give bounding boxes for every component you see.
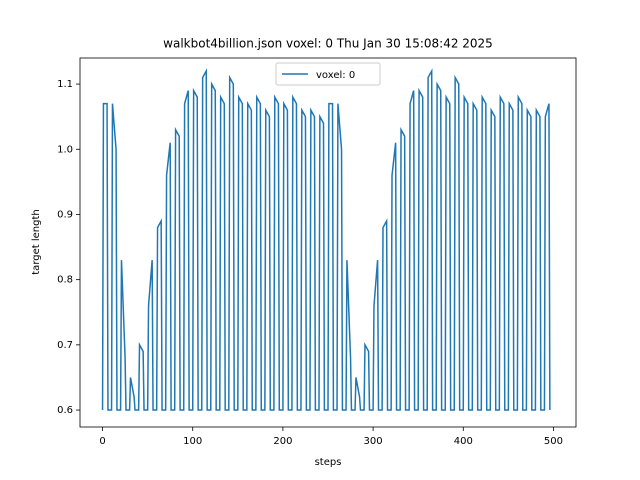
x-tick-label: 100 bbox=[183, 436, 202, 447]
x-tick-label: 0 bbox=[99, 436, 105, 447]
y-tick-label: 0.7 bbox=[57, 340, 73, 351]
y-tick-label: 0.6 bbox=[57, 405, 73, 416]
y-tick-label: 1.0 bbox=[57, 144, 73, 155]
legend-box bbox=[275, 62, 381, 86]
y-tick-label: 0.8 bbox=[57, 275, 73, 286]
x-tick-label: 200 bbox=[273, 436, 292, 447]
data-line bbox=[101, 68, 551, 411]
plot-frame bbox=[79, 57, 577, 428]
x-tick-label: 400 bbox=[454, 436, 473, 447]
x-axis-label: steps bbox=[315, 457, 342, 468]
x-tick-label: 500 bbox=[544, 436, 563, 447]
legend-label: voxel: 0 bbox=[316, 70, 355, 81]
y-tick-label: 1.1 bbox=[57, 79, 73, 90]
x-tick-label: 300 bbox=[364, 436, 383, 447]
y-tick-label: 0.9 bbox=[57, 209, 73, 220]
chart-title: walkbot4billion.json voxel: 0 Thu Jan 30… bbox=[163, 37, 493, 51]
y-axis-label: target length bbox=[31, 209, 42, 274]
